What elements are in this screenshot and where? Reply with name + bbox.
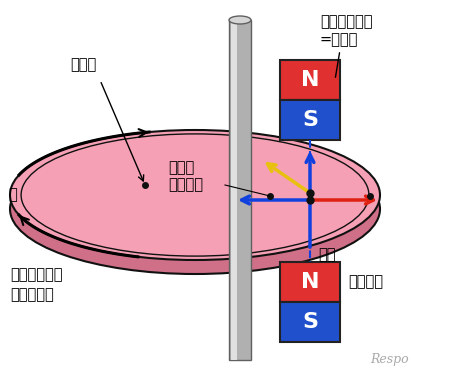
Text: N: N (300, 272, 318, 292)
Ellipse shape (10, 144, 379, 274)
Text: ローレンツ力: ローレンツ力 (319, 14, 372, 30)
Text: 永久磁石: 永久磁石 (347, 274, 382, 290)
Text: 磁界: 磁界 (318, 247, 335, 263)
Text: の相対速度: の相対速度 (10, 288, 54, 302)
Text: =制動力: =制動力 (319, 33, 358, 48)
Text: ・渦電流: ・渦電流 (168, 177, 202, 193)
Bar (279, 60, 339, 100)
Ellipse shape (229, 16, 250, 24)
Text: S: S (301, 110, 318, 130)
Bar (279, 262, 339, 302)
Text: Respo: Respo (369, 353, 408, 366)
Bar (229, 20, 250, 360)
Text: N: N (300, 70, 318, 90)
Bar (279, 100, 339, 140)
Text: ロータと磁石: ロータと磁石 (10, 268, 62, 282)
Bar (230, 20, 237, 360)
Text: 起電力: 起電力 (168, 160, 194, 176)
Text: 転: 転 (8, 187, 17, 203)
Text: S: S (301, 312, 318, 332)
Bar (279, 302, 339, 342)
Text: ロータ: ロータ (70, 57, 96, 73)
Ellipse shape (10, 130, 379, 260)
